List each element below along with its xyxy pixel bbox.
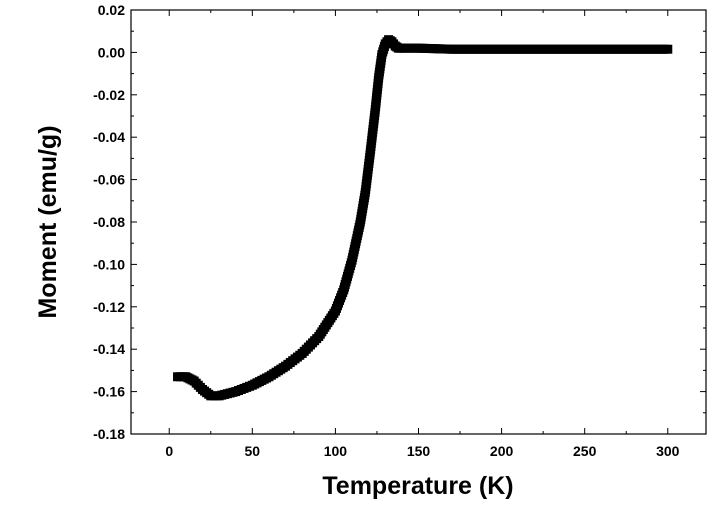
x-tick-label: 50	[245, 443, 261, 459]
y-tick-label: -0.10	[93, 256, 125, 272]
y-tick-label: -0.16	[93, 384, 125, 400]
x-tick-label: 200	[490, 443, 514, 459]
x-tick-label: 150	[407, 443, 431, 459]
y-tick-label: -0.06	[93, 172, 125, 188]
y-tick-label: -0.04	[93, 129, 125, 145]
x-tick-label: 250	[573, 443, 597, 459]
y-axis-ticks: -0.18 -0.16 -0.14 -0.12 -0.10 -0.08 -0.06 -0.04…	[93, 2, 706, 442]
y-tick-label: -0.14	[93, 341, 125, 357]
y-tick-label: -0.12	[93, 299, 125, 315]
y-tick-label: -0.08	[93, 214, 125, 230]
y-tick-label: -0.18	[93, 426, 125, 442]
y-tick-label: 0.02	[98, 2, 125, 18]
x-axis-title: Temperature (K)	[322, 472, 513, 500]
plot-frame	[130, 9, 707, 435]
data-point-marker	[663, 44, 673, 54]
y-axis-title: Moment (emu/g)	[34, 125, 62, 318]
data-series-markers	[173, 35, 673, 401]
series-line	[177, 35, 668, 400]
x-tick-label: 300	[656, 443, 680, 459]
y-tick-label: 0.00	[98, 44, 125, 60]
x-tick-label: 0	[165, 443, 173, 459]
x-axis-ticks: 0 50 100 150 200 250 300	[165, 10, 680, 459]
x-tick-label: 100	[324, 443, 348, 459]
y-tick-label: -0.02	[93, 87, 125, 103]
